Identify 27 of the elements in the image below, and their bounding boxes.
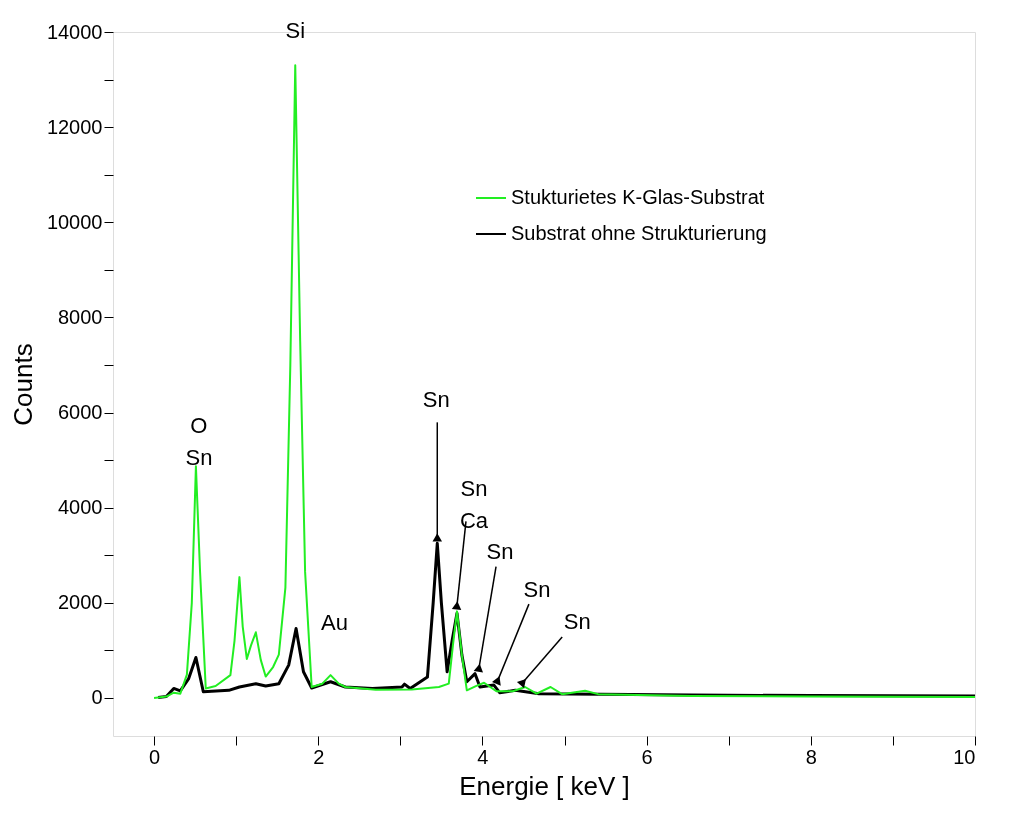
y-tick-label: 4000 <box>58 496 103 519</box>
legend-label: Stukturietes K-Glas-Substrat <box>511 186 765 208</box>
x-tick-label: 6 <box>641 745 653 768</box>
annotation: Sn <box>563 609 591 635</box>
y-tick-label: 6000 <box>58 401 103 424</box>
y-tick-label: 8000 <box>58 305 103 328</box>
x-tick-label: 10 <box>953 745 976 768</box>
x-tick-label: 2 <box>313 745 325 768</box>
annotation: O Sn <box>185 413 213 471</box>
y-tick-label: 14000 <box>46 20 103 43</box>
annotation: Au <box>321 610 349 636</box>
legend-label: Substrat ohne Strukturierung <box>511 222 767 244</box>
line-series <box>153 64 975 699</box>
x-tick-label: 8 <box>805 745 817 768</box>
y-tick-label: 2000 <box>58 591 103 614</box>
y-tick-label: 10000 <box>46 210 103 233</box>
y-axis-title: Counts <box>7 343 38 426</box>
x-tick-label: 0 <box>148 745 161 768</box>
y-tick-label: 12000 <box>46 115 103 138</box>
annotation: Sn <box>486 538 514 564</box>
annotation: Si <box>285 18 306 44</box>
annotation: Sn <box>523 577 551 603</box>
annotation: Sn Ca <box>459 476 489 534</box>
annotation: Sn <box>422 387 450 413</box>
x-tick-label: 4 <box>477 745 489 768</box>
x-axis-title: Energie [ keV ] <box>459 770 630 801</box>
y-tick-label: 0 <box>91 686 103 709</box>
